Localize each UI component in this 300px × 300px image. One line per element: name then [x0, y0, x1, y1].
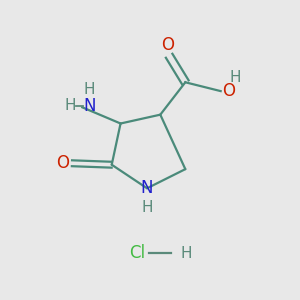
Text: H: H — [84, 82, 95, 97]
Text: O: O — [222, 82, 235, 100]
Text: O: O — [56, 154, 69, 172]
Text: H: H — [181, 246, 192, 261]
Text: O: O — [161, 36, 174, 54]
Text: H: H — [65, 98, 76, 113]
Text: H: H — [229, 70, 241, 86]
Text: N: N — [141, 179, 153, 197]
Text: H: H — [141, 200, 153, 215]
Text: N: N — [83, 97, 96, 115]
Text: Cl: Cl — [129, 244, 145, 262]
